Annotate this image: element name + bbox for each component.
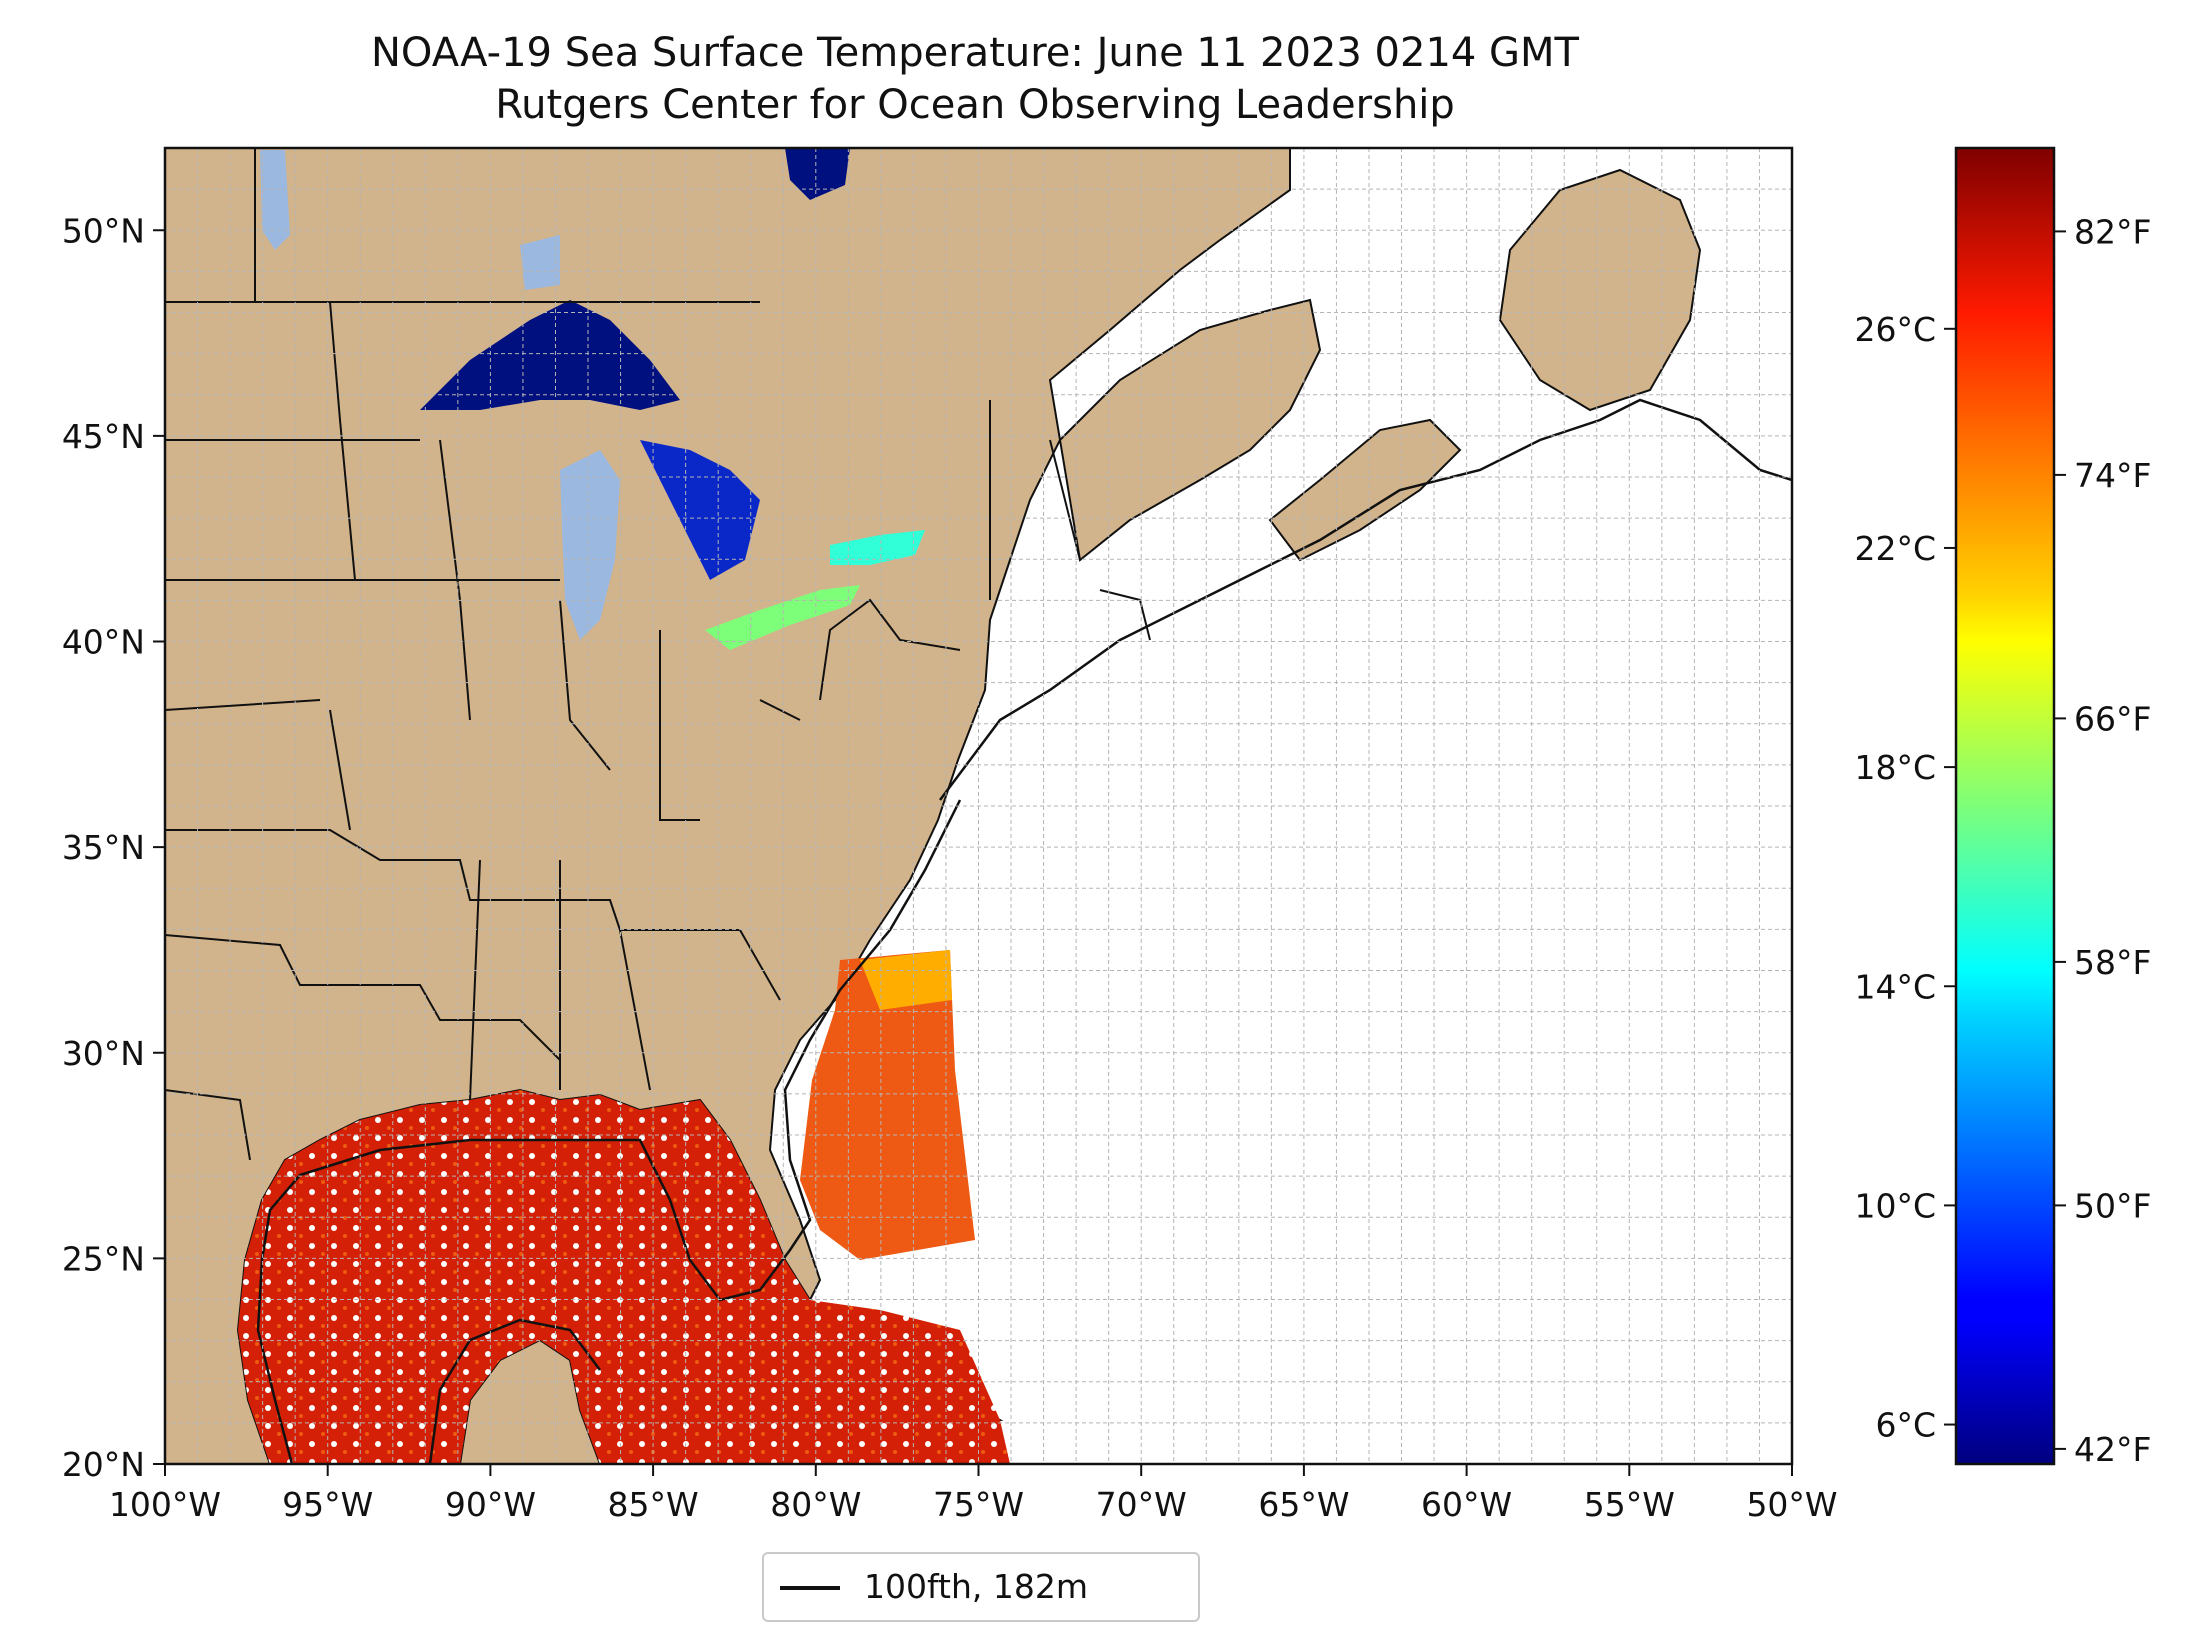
colorbar-fahrenheit-label: 58°F xyxy=(2074,943,2151,982)
x-tick-label: 100°W xyxy=(109,1485,221,1524)
colorbar-fahrenheit-label: 82°F xyxy=(2074,212,2151,251)
y-axis: 20°N 25°N 30°N 35°N 40°N 45°N 50°N xyxy=(62,211,165,1484)
y-tick-label: 25°N xyxy=(62,1239,145,1278)
y-tick-label: 50°N xyxy=(62,211,145,250)
sst-atlantic-swath-north xyxy=(860,950,952,1010)
lake-ontario xyxy=(830,530,925,565)
colorbar-celsius-label: 14°C xyxy=(1854,967,1936,1006)
lake-winnipeg-lakes xyxy=(260,150,560,290)
x-tick-label: 65°W xyxy=(1258,1485,1349,1524)
y-tick-label: 45°N xyxy=(62,417,145,456)
x-tick-label: 55°W xyxy=(1584,1485,1675,1524)
legend-line-swatch xyxy=(780,1586,840,1590)
hudson-bay-strait xyxy=(785,148,850,200)
x-tick-label: 70°W xyxy=(1096,1485,1187,1524)
legend: 100fth, 182m xyxy=(762,1552,1200,1622)
map-subtitle: Rutgers Center for Ocean Observing Leade… xyxy=(495,82,1455,128)
colorbar-fahrenheit-label: 50°F xyxy=(2074,1186,2151,1225)
legend-label: 100fth, 182m xyxy=(864,1567,1088,1606)
political-borders xyxy=(165,148,1151,1161)
lake-superior xyxy=(420,300,680,410)
sst-gulf-of-mexico xyxy=(238,1090,1010,1464)
x-tick-label: 90°W xyxy=(445,1485,536,1524)
x-tick-label: 80°W xyxy=(770,1485,861,1524)
lake-huron-body xyxy=(640,440,760,580)
y-tick-label: 40°N xyxy=(62,623,145,662)
colorbar-celsius-label: 18°C xyxy=(1854,748,1936,787)
colorbar-fahrenheit-axis: 42°F 50°F 58°F 66°F 74°F 82°F xyxy=(2054,212,2151,1469)
colorbar-celsius-label: 26°C xyxy=(1854,310,1936,349)
x-axis: 100°W 95°W 90°W 85°W 80°W 75°W 70°W 65°W 60°W 55°… xyxy=(109,1464,1838,1524)
map-title: NOAA-19 Sea Surface Temperature: June 11… xyxy=(370,30,1579,76)
colorbar-fahrenheit-label: 42°F xyxy=(2074,1430,2151,1469)
grid-lines xyxy=(165,148,1792,1464)
colorbar xyxy=(1954,146,2056,1466)
colorbar-fahrenheit-label: 74°F xyxy=(2074,456,2151,495)
x-tick-label: 85°W xyxy=(608,1485,699,1524)
colorbar-celsius-label: 22°C xyxy=(1854,529,1936,568)
colorbar-celsius-label: 10°C xyxy=(1854,1186,1936,1225)
lake-michigan xyxy=(560,450,620,640)
colorbar-celsius-axis: 6°C 10°C 14°C 18°C 22°C 26°C xyxy=(1854,310,1956,1445)
land-maritimes xyxy=(1058,298,1322,562)
x-tick-label: 50°W xyxy=(1746,1485,1837,1524)
x-tick-label: 60°W xyxy=(1421,1485,1512,1524)
y-tick-label: 30°N xyxy=(62,1034,145,1073)
y-tick-label: 35°N xyxy=(62,828,145,867)
land-nova-scotia xyxy=(1268,418,1462,562)
x-tick-label: 75°W xyxy=(933,1485,1024,1524)
isobath-100fth-yucatan xyxy=(428,1318,601,1464)
y-tick-label: 20°N xyxy=(62,1445,145,1484)
lake-erie xyxy=(705,585,860,650)
sst-atlantic-swath xyxy=(800,950,975,1260)
x-tick-label: 95°W xyxy=(282,1485,373,1524)
isobath-100fth xyxy=(256,398,1792,1464)
colorbar-fahrenheit-label: 66°F xyxy=(2074,699,2151,738)
colorbar-celsius-label: 6°C xyxy=(1875,1406,1936,1445)
